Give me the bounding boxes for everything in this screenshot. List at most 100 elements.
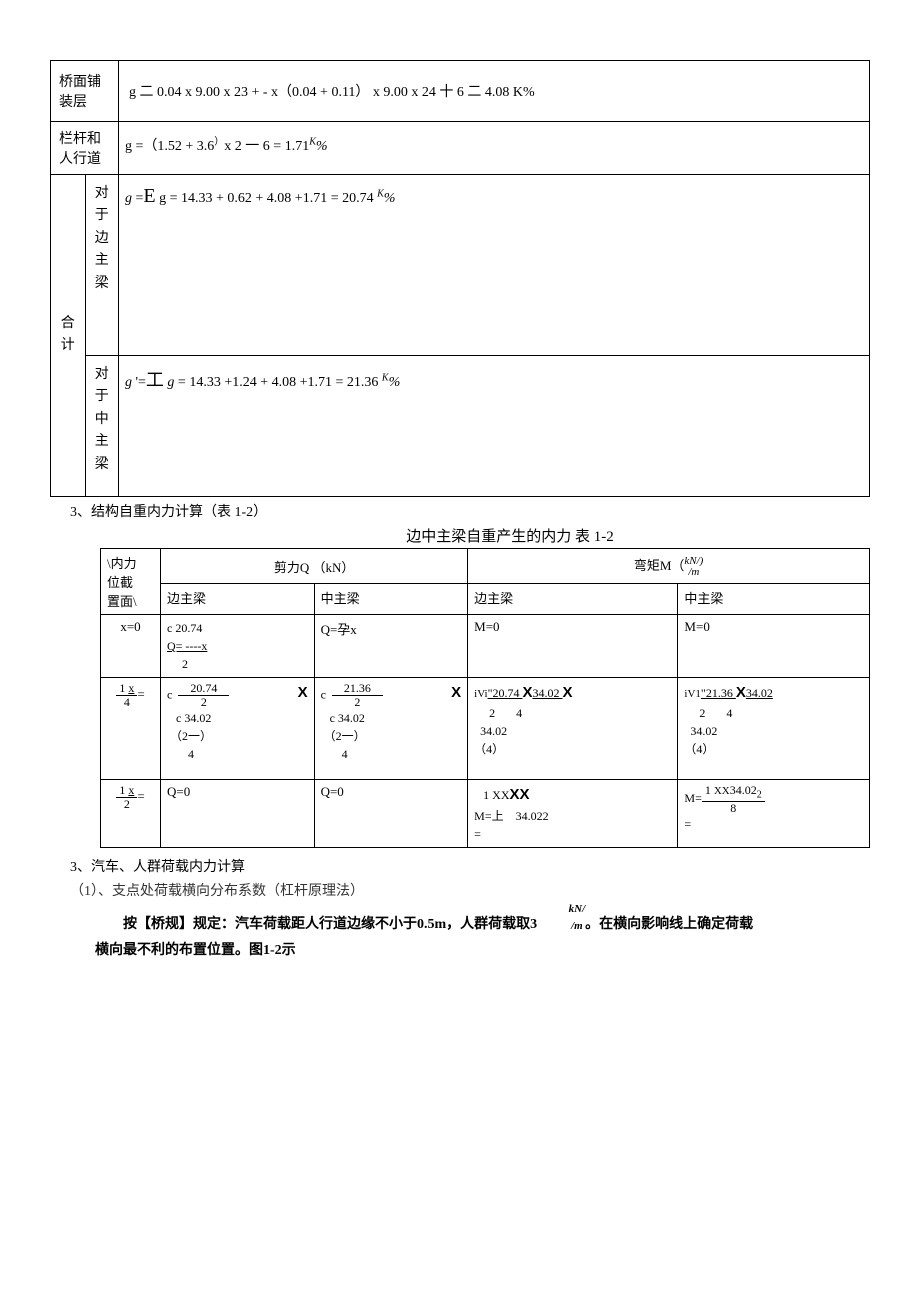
q-edge-cell: Q=0: [161, 780, 315, 848]
m-edge-cell: 1 XXXX M=上 34.022 =: [468, 780, 678, 848]
label-text: 对 于 中 主 梁: [90, 364, 114, 476]
cell-content: c 20.74 Q= ----x 2: [167, 619, 308, 673]
table-row: 对 于 中 主 梁 g '=工 g = 14.33 +1.24 + 4.08 +…: [51, 355, 870, 496]
sub-label-edge: 对 于 边 主 梁: [85, 175, 118, 356]
col-mid-q: 中主梁: [314, 584, 468, 615]
formula-text: g '=工 g = 14.33 +1.24 + 4.08 +1.71 = 21.…: [125, 375, 400, 390]
frac-num: 1 x: [119, 783, 134, 797]
line: c: [167, 687, 172, 701]
line: M=: [684, 791, 701, 805]
label-text: 对 于 边 主 梁: [90, 183, 114, 295]
table2-caption: 边中主梁自重产生的内力 表 1-2: [150, 525, 870, 546]
line: c 20.74: [167, 621, 202, 635]
eq-sign: =: [137, 789, 144, 804]
q-mid-cell: c 21.36 2X c 34.02 （2一） 4: [314, 677, 468, 779]
m-mid-cell: M=0: [678, 614, 870, 677]
col-edge-q: 边主梁: [161, 584, 315, 615]
m-mid-cell: M=1 XX34.0228 =: [678, 780, 870, 848]
corner-header: \内力 位截 置面\: [101, 548, 161, 614]
table-row: 栏杆和 人行道 g =（1.52 + 3.6）x 2 一 6 = 1.71K%: [51, 122, 870, 175]
q-edge-cell: c 20.74 Q= ----x 2: [161, 614, 315, 677]
cell-content: iV1"21.36 X34.02 2 4 34.02（4）: [684, 682, 863, 759]
formula-text: g 二 0.04 x 9.00 x 23 + - x（0.04 + 0.11） …: [129, 85, 535, 100]
m-edge-cell: M=0: [468, 614, 678, 677]
label-text: 合 计: [59, 313, 77, 358]
para-text: 。在横向影响线上确定荷载: [585, 917, 753, 932]
formula-text: g =（1.52 + 3.6）x 2 一 6 = 1.71K%: [125, 139, 328, 154]
label-text: 栏杆和 人行道: [59, 128, 110, 168]
load-calc-table: 桥面铺 装层 g 二 0.04 x 9.00 x 23 + - x（0.04 +…: [50, 60, 870, 497]
label-text: 桥面铺 装层: [59, 71, 110, 111]
table-row: 合 计 对 于 边 主 梁 g =E g = 14.33 + 0.62 + 4.…: [51, 175, 870, 356]
header-text: 弯矩M（: [634, 558, 685, 573]
eq-sign: =: [137, 687, 144, 702]
unit-top: kN/: [541, 904, 586, 915]
m-edge-cell: iVi"20.74 X34.02 X 2 4 34.02（4）: [468, 677, 678, 779]
sum-label: 合 计: [51, 175, 86, 497]
line: c: [321, 687, 326, 701]
q-mid-cell: Q=孕x: [314, 614, 468, 677]
x-cell: x=0: [101, 614, 161, 677]
sub-label-mid: 对 于 中 主 梁: [85, 355, 118, 496]
q-edge-cell: c 20.74 2X c 34.02 （2一） 4: [161, 677, 315, 779]
line: =: [474, 827, 481, 841]
internal-force-table: \内力 位截 置面\ 剪力Q （kN） 弯矩M（kN/)/m 边主梁 中主梁 边…: [100, 548, 870, 848]
para-text: 按【桥规】规定：汽车荷载距人行道边缘不小于0.5m，人群荷载取3: [123, 917, 537, 932]
header-text: \内力 位截 置面\: [107, 553, 154, 610]
unit-bot: /m: [684, 567, 703, 578]
val-frac: 21.36 2: [332, 682, 383, 709]
val-frac: 1 XX34.0228: [702, 784, 765, 815]
frac-num: 1 x: [119, 681, 134, 695]
unit-frac: kN/)/m: [684, 556, 703, 578]
paragraph-rule-cont: 横向最不利的布置位置。图1-2示: [95, 940, 825, 962]
unit-bot: /m: [541, 921, 586, 932]
formula-text: g =E g = 14.33 + 0.62 + 4.08 +1.71 = 20.…: [125, 191, 395, 206]
prefix: iV1: [684, 688, 701, 700]
formula-cell: g =E g = 14.33 + 0.62 + 4.08 +1.71 = 20.…: [119, 175, 870, 356]
formula-cell: g 二 0.04 x 9.00 x 23 + - x（0.04 + 0.11） …: [119, 61, 870, 122]
x-cell: 1 x 2 =: [101, 780, 161, 848]
unit-frac: kN/ /m: [541, 910, 586, 932]
line: 1 XX: [474, 788, 509, 802]
cell-content: iVi"20.74 X34.02 X 2 4 34.02（4）: [474, 682, 671, 759]
val-frac: 20.74 2: [178, 682, 229, 709]
formula-cell: g '=工 g = 14.33 +1.24 + 4.08 +1.71 = 21.…: [119, 355, 870, 496]
table-subheader-row: 边主梁 中主梁 边主梁 中主梁: [101, 584, 870, 615]
row-label-pavement: 桥面铺 装层: [51, 61, 119, 122]
header-text: 剪力Q （kN）: [274, 560, 355, 575]
cell-content: c 20.74 2X c 34.02 （2一） 4: [167, 682, 308, 763]
section-note-3a: 3、结构自重内力计算（表 1-2）: [70, 501, 870, 521]
unit-top: kN/): [684, 556, 703, 567]
m-mid-cell: iV1"21.36 X34.02 2 4 34.02（4）: [678, 677, 870, 779]
paragraph-rule: 按【桥规】规定：汽车荷载距人行道边缘不小于0.5m，人群荷载取3 kN/ /m …: [95, 910, 825, 936]
cell-content: 1 XXXX M=上 34.022 =: [474, 784, 671, 843]
table-row: x=0 c 20.74 Q= ----x 2 Q=孕x M=0 M=0: [101, 614, 870, 677]
col-mid-m: 中主梁: [678, 584, 870, 615]
frac-den: 2: [116, 798, 137, 811]
table-row: 桥面铺 装层 g 二 0.04 x 9.00 x 23 + - x（0.04 +…: [51, 61, 870, 122]
line: Q= ----x: [167, 639, 207, 653]
table-header-row: \内力 位截 置面\ 剪力Q （kN） 弯矩M（kN/)/m: [101, 548, 870, 583]
shear-header: 剪力Q （kN）: [161, 548, 468, 583]
formula-cell: g =（1.52 + 3.6）x 2 一 6 = 1.71K%: [119, 122, 870, 175]
bigx: XX: [510, 786, 530, 803]
col-edge-m: 边主梁: [468, 584, 678, 615]
table-row: 1 x 2 = Q=0 Q=0 1 XXXXM=上 34.022= M=1 XX…: [101, 780, 870, 848]
cell-content: M=1 XX34.0228 =: [684, 784, 863, 833]
q-mid-cell: Q=0: [314, 780, 468, 848]
x-frac: 1 x 4: [116, 682, 137, 709]
prefix: iVi: [474, 688, 487, 700]
table-row: 1 x 4 = c 20.74 2X c 34.02 （2一） 4 c 21.3…: [101, 677, 870, 779]
line: M=上 34.022: [474, 809, 548, 823]
bigx: X: [451, 682, 461, 705]
bigx: X: [298, 682, 308, 705]
cell-content: c 21.36 2X c 34.02 （2一） 4: [321, 682, 462, 763]
line: 2: [167, 657, 188, 671]
moment-header: 弯矩M（kN/)/m: [468, 548, 870, 583]
section-3b: 3、汽车、人群荷载内力计算: [70, 856, 870, 876]
row-label-railing: 栏杆和 人行道: [51, 122, 119, 175]
x-cell: 1 x 4 =: [101, 677, 161, 779]
line: =: [684, 817, 691, 831]
frac-den: 4: [116, 696, 137, 709]
sub-section-1: （1）、支点处荷载横向分布系数（杠杆原理法）: [70, 880, 870, 900]
